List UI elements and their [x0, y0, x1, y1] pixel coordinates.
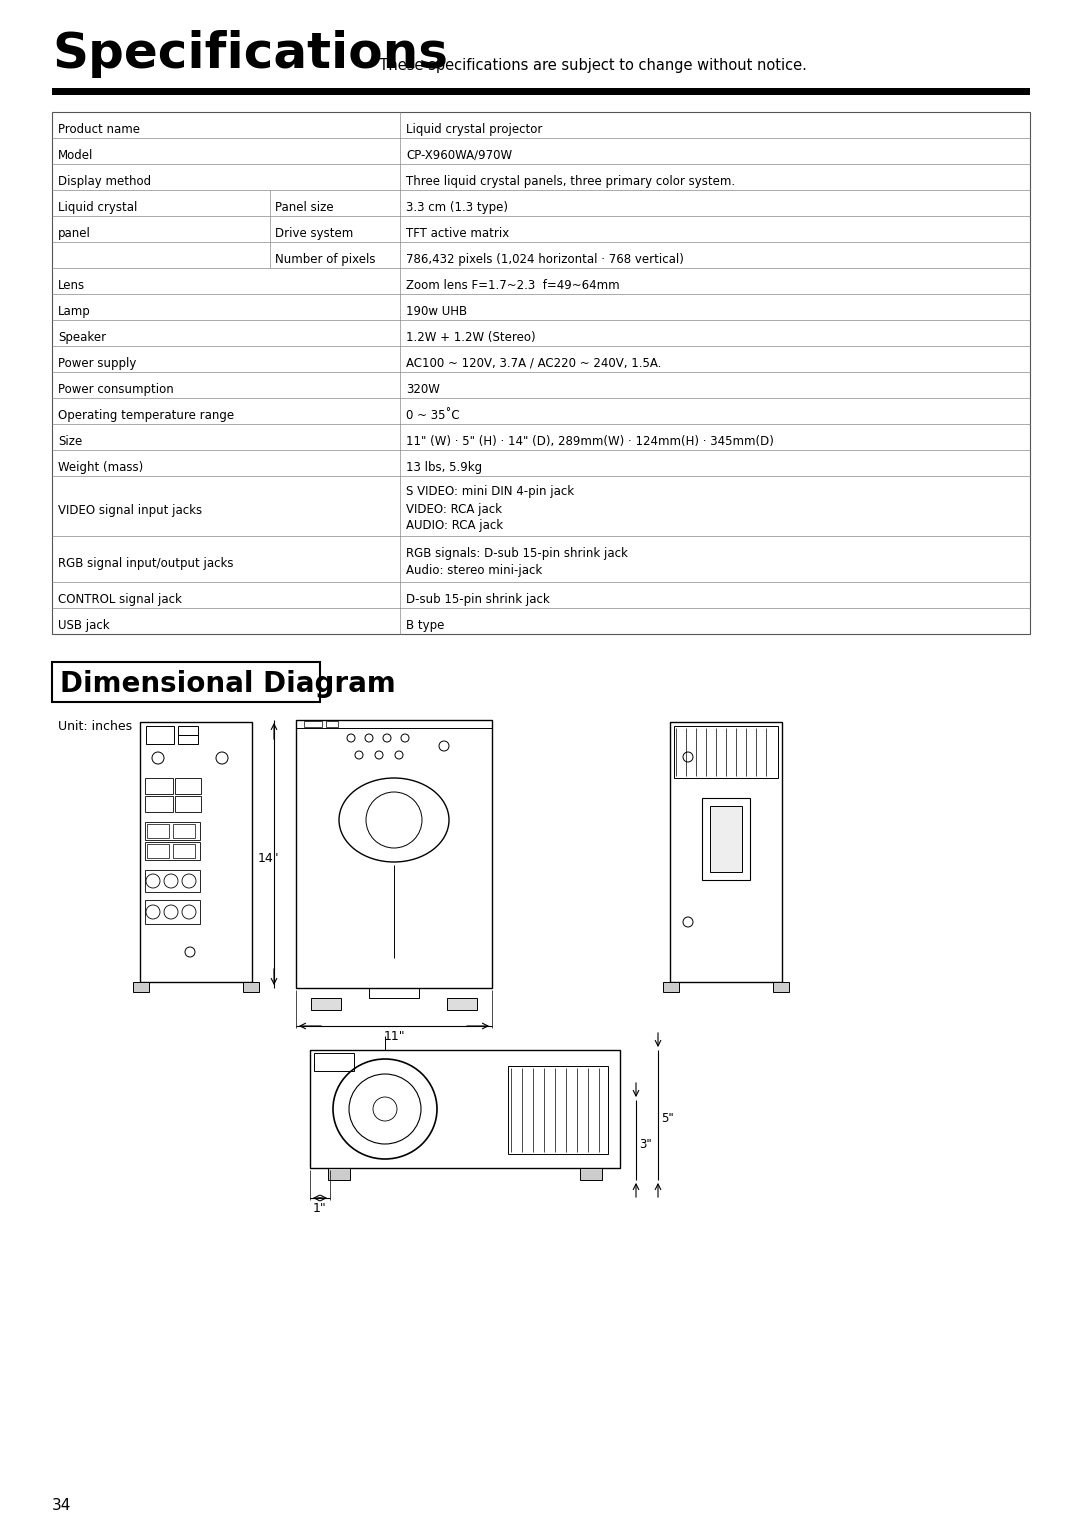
Text: 1.2W + 1.2W (Stereo): 1.2W + 1.2W (Stereo): [406, 332, 536, 344]
Bar: [145, 869, 200, 892]
Bar: [314, 1053, 354, 1071]
Text: VIDEO: RCA jack: VIDEO: RCA jack: [406, 503, 502, 515]
Bar: [663, 983, 679, 992]
Text: Zoom lens F=1.7~2.3  f=49~64mm: Zoom lens F=1.7~2.3 f=49~64mm: [406, 280, 620, 292]
Bar: [140, 723, 252, 983]
Bar: [702, 798, 750, 880]
Bar: [296, 720, 492, 727]
Bar: [710, 805, 742, 872]
Text: 14": 14": [257, 853, 279, 865]
Bar: [447, 998, 477, 1010]
Text: D-sub 15-pin shrink jack: D-sub 15-pin shrink jack: [406, 593, 550, 607]
Text: 190w UHB: 190w UHB: [406, 306, 468, 318]
Text: TFT active matrix: TFT active matrix: [406, 228, 510, 240]
Bar: [145, 900, 200, 924]
Text: Specifications: Specifications: [52, 31, 448, 78]
Text: · These specifications are subject to change without notice.: · These specifications are subject to ch…: [370, 58, 807, 73]
Text: S VIDEO: mini DIN 4-pin jack: S VIDEO: mini DIN 4-pin jack: [406, 486, 575, 498]
Text: 5": 5": [661, 1112, 674, 1126]
Text: USB jack: USB jack: [58, 619, 110, 633]
Text: Product name: Product name: [58, 122, 140, 136]
Bar: [773, 983, 789, 992]
Bar: [303, 721, 322, 727]
Bar: [311, 998, 341, 1010]
Text: B type: B type: [406, 619, 444, 633]
Text: 11": 11": [383, 1030, 405, 1044]
Bar: [52, 89, 1030, 95]
Bar: [173, 843, 195, 859]
Text: 786,432 pixels (1,024 horizontal · 768 vertical): 786,432 pixels (1,024 horizontal · 768 v…: [406, 254, 684, 266]
Text: 34: 34: [52, 1497, 71, 1513]
Text: Weight (mass): Weight (mass): [58, 461, 144, 474]
Text: AC100 ~ 120V, 3.7A / AC220 ~ 240V, 1.5A.: AC100 ~ 120V, 3.7A / AC220 ~ 240V, 1.5A.: [406, 358, 661, 370]
Text: Operating temperature range: Operating temperature range: [58, 410, 234, 422]
Text: panel: panel: [58, 228, 91, 240]
Text: Drive system: Drive system: [275, 228, 353, 240]
Text: 320W: 320W: [406, 384, 440, 396]
Bar: [328, 1167, 350, 1180]
Text: 13 lbs, 5.9kg: 13 lbs, 5.9kg: [406, 461, 482, 474]
Text: 3.3 cm (1.3 type): 3.3 cm (1.3 type): [406, 202, 508, 214]
Bar: [674, 726, 778, 778]
Bar: [296, 720, 492, 989]
Bar: [326, 721, 338, 727]
Text: VIDEO signal input jacks: VIDEO signal input jacks: [58, 504, 202, 516]
Text: Lens: Lens: [58, 280, 85, 292]
Text: Lamp: Lamp: [58, 306, 91, 318]
Bar: [175, 778, 201, 795]
Bar: [145, 778, 173, 795]
Text: Unit: inches: Unit: inches: [58, 720, 132, 733]
Text: Three liquid crystal panels, three primary color system.: Three liquid crystal panels, three prima…: [406, 176, 735, 188]
Text: 0 ~ 35˚C: 0 ~ 35˚C: [406, 410, 460, 422]
Text: CP-X960WA∕970W: CP-X960WA∕970W: [406, 150, 512, 162]
Bar: [147, 843, 168, 859]
Text: RGB signals: D-sub 15-pin shrink jack: RGB signals: D-sub 15-pin shrink jack: [406, 547, 627, 559]
Bar: [178, 735, 198, 744]
Text: AUDIO: RCA jack: AUDIO: RCA jack: [406, 520, 503, 532]
Bar: [175, 796, 201, 811]
Bar: [146, 726, 174, 744]
Bar: [52, 112, 1030, 634]
Text: Size: Size: [58, 435, 82, 448]
Bar: [310, 1050, 620, 1167]
Text: 3": 3": [639, 1137, 651, 1151]
Text: 11" (W) · 5" (H) · 14" (D), 289mm(W) · 124mm(H) · 345mm(D): 11" (W) · 5" (H) · 14" (D), 289mm(W) · 1…: [406, 435, 774, 448]
Bar: [145, 822, 200, 840]
Bar: [52, 662, 320, 701]
Bar: [243, 983, 259, 992]
Bar: [173, 824, 195, 837]
Text: 1": 1": [313, 1203, 327, 1215]
Bar: [369, 989, 419, 998]
Text: CONTROL signal jack: CONTROL signal jack: [58, 593, 181, 607]
Bar: [670, 723, 782, 983]
Bar: [145, 796, 173, 811]
Bar: [133, 983, 149, 992]
Bar: [508, 1067, 608, 1154]
Text: Display method: Display method: [58, 176, 151, 188]
Bar: [580, 1167, 602, 1180]
Text: Model: Model: [58, 150, 93, 162]
Text: RGB signal input/output jacks: RGB signal input/output jacks: [58, 558, 233, 570]
Text: Speaker: Speaker: [58, 332, 106, 344]
Text: Liquid crystal: Liquid crystal: [58, 202, 137, 214]
Text: Panel size: Panel size: [275, 202, 334, 214]
Text: Audio: stereo mini-jack: Audio: stereo mini-jack: [406, 564, 542, 578]
Text: Power supply: Power supply: [58, 358, 136, 370]
Text: Number of pixels: Number of pixels: [275, 254, 376, 266]
Bar: [178, 726, 198, 735]
Text: Liquid crystal projector: Liquid crystal projector: [406, 122, 542, 136]
Text: Dimensional Diagram: Dimensional Diagram: [60, 669, 395, 698]
Bar: [145, 842, 200, 860]
Bar: [147, 824, 168, 837]
Text: Power consumption: Power consumption: [58, 384, 174, 396]
